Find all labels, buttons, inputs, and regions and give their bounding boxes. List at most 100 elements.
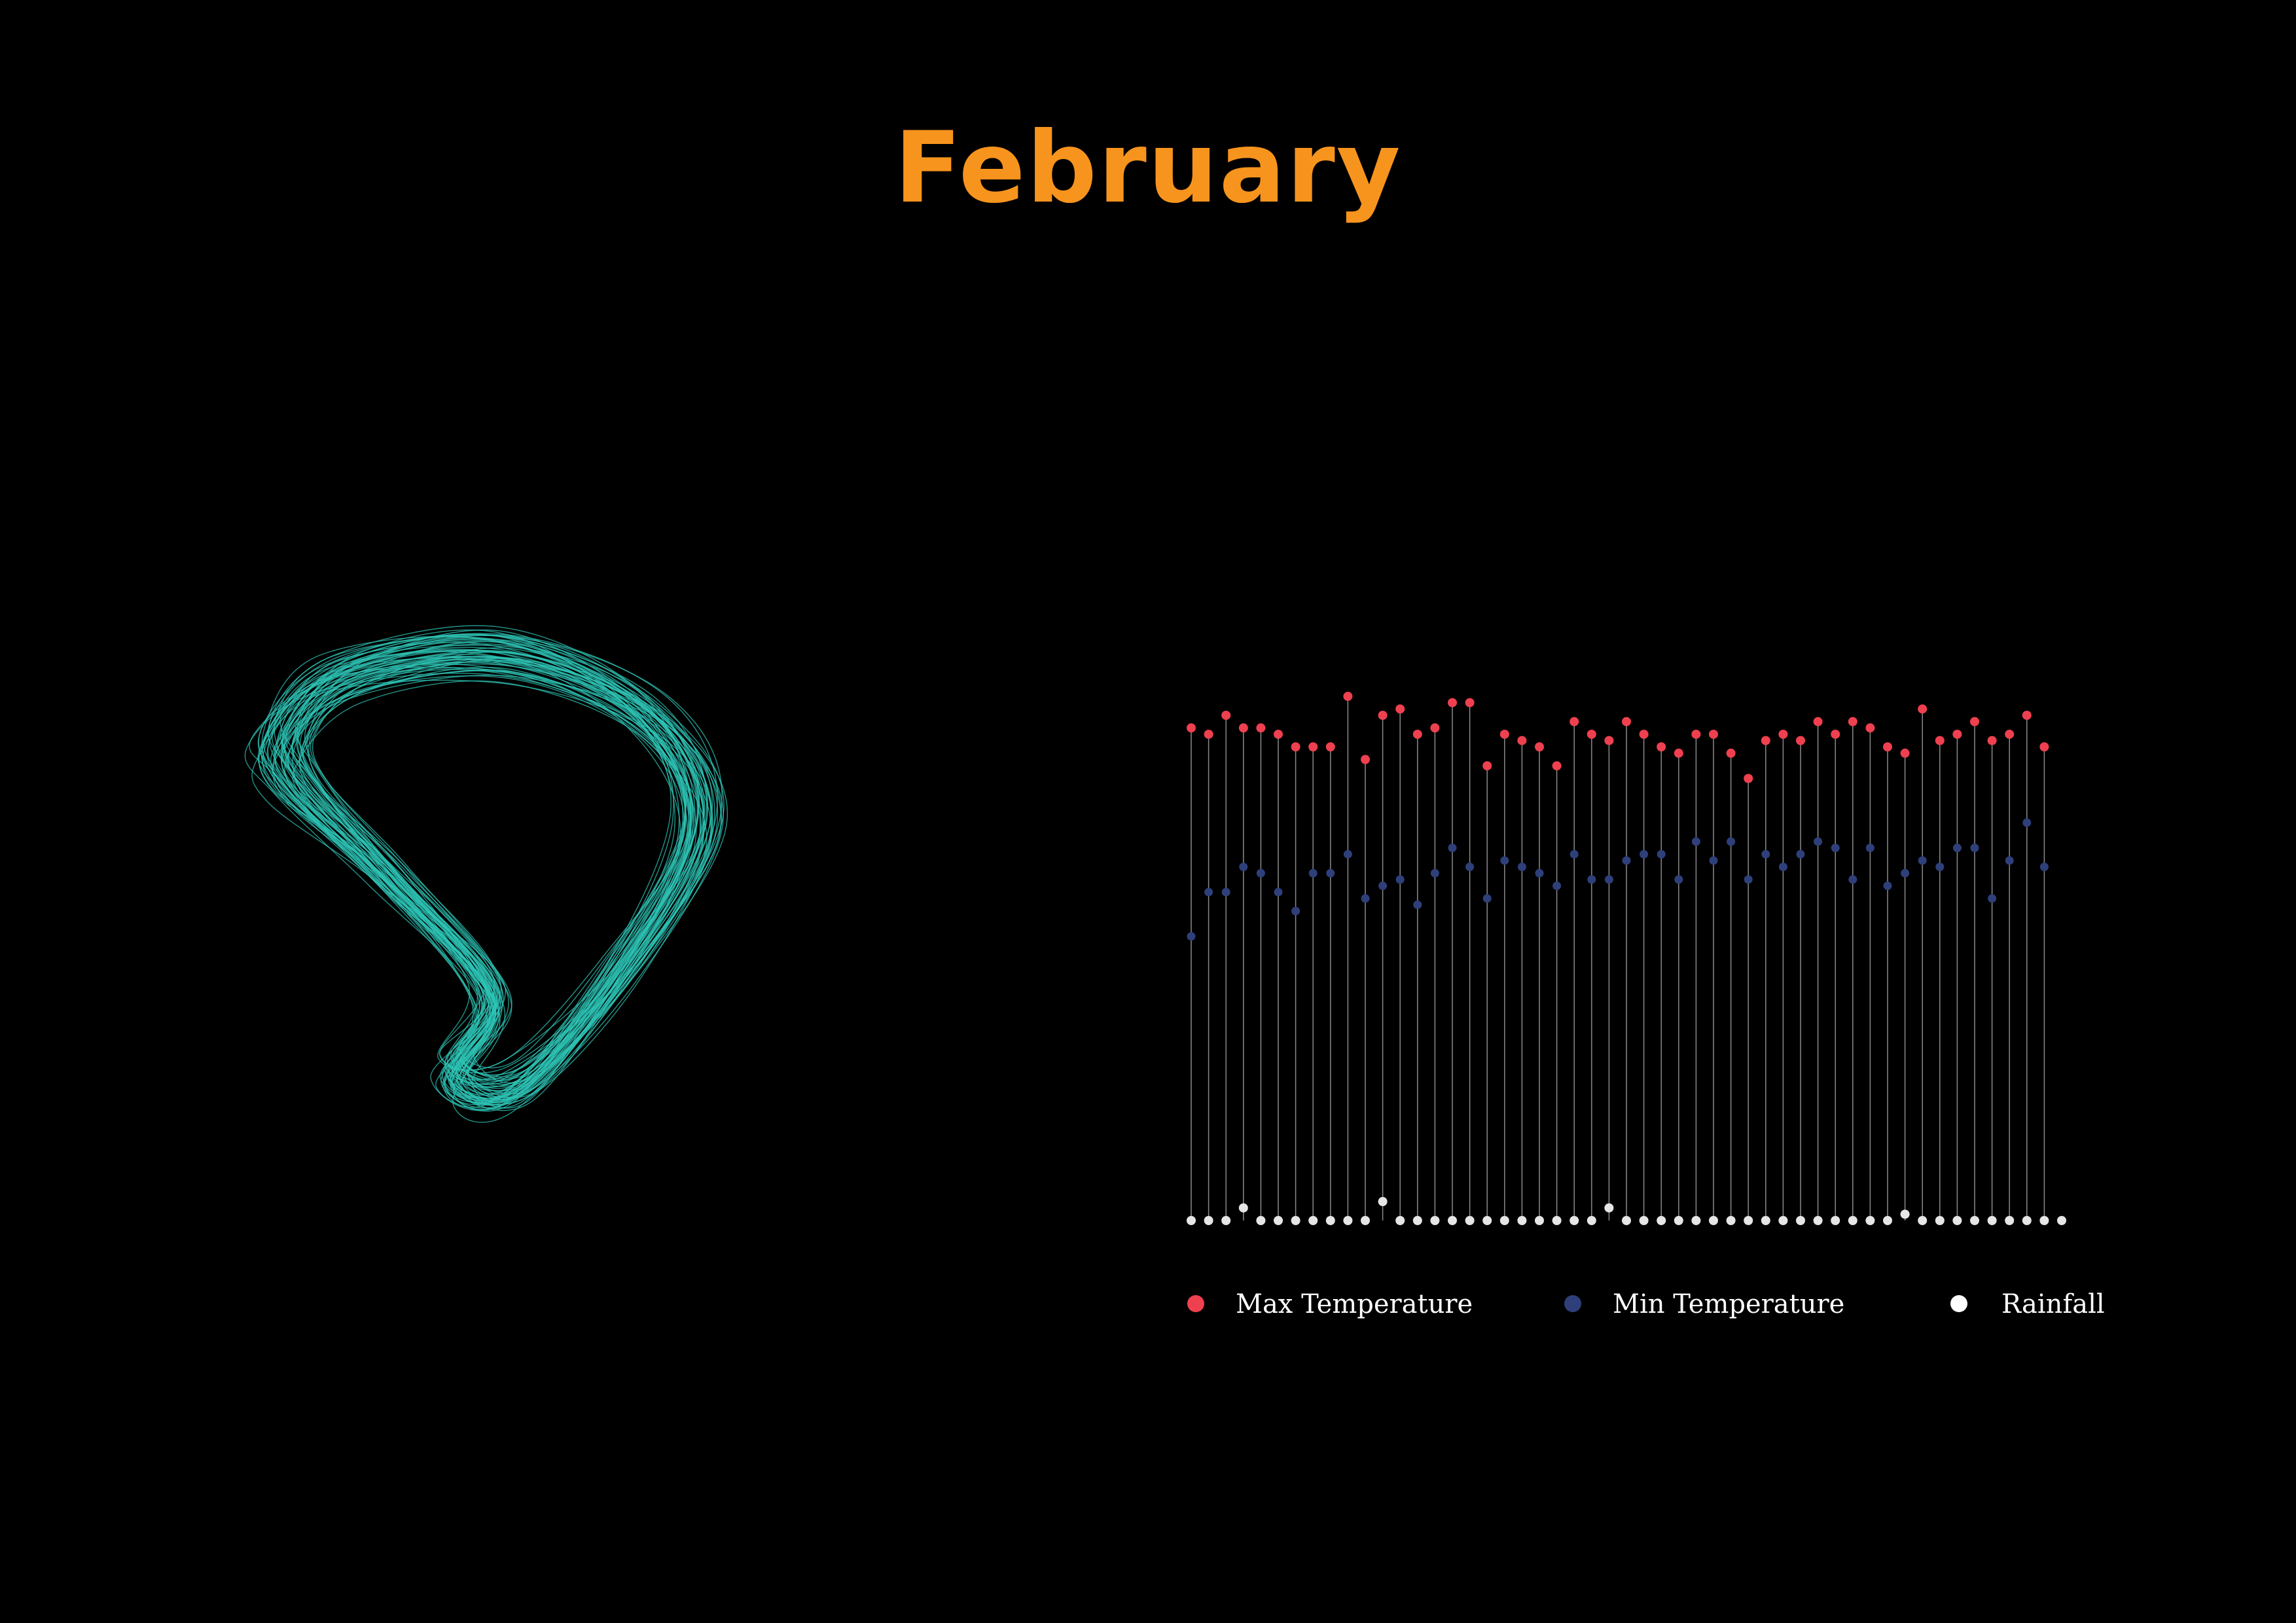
- max-temperature-point: [1604, 736, 1614, 745]
- max-temperature-point: [1361, 755, 1370, 764]
- min-temperature-point: [1865, 844, 1874, 853]
- max-temperature-point: [1221, 711, 1231, 720]
- min-temperature-point: [1274, 887, 1283, 897]
- min-temperature-point: [1935, 863, 1945, 872]
- rainfall-point: [1900, 1209, 1910, 1219]
- min-temperature-point: [1988, 894, 1997, 903]
- min-temperature-point: [1640, 849, 1649, 859]
- min-temperature-point: [1500, 856, 1509, 865]
- max-temperature-point: [2022, 711, 2032, 720]
- loop-plot: [244, 625, 728, 1123]
- rainfall-point: [1657, 1216, 1666, 1225]
- rainfall-point: [1482, 1216, 1492, 1225]
- rainfall-point: [2022, 1216, 2032, 1225]
- max-temperature-point: [1204, 729, 1213, 739]
- max-temperature-point: [2005, 729, 2015, 739]
- legend-swatch-min-temperature: [1564, 1295, 1581, 1312]
- rainfall-point: [1726, 1216, 1736, 1225]
- max-temperature-point: [1552, 761, 1562, 771]
- rainfall-point: [1970, 1216, 1979, 1225]
- loop-curve: [296, 639, 686, 1106]
- max-temperature-point: [1709, 729, 1718, 739]
- rainfall-point: [1291, 1216, 1300, 1225]
- max-temperature-point: [1274, 729, 1283, 739]
- max-temperature-point: [1499, 729, 1509, 739]
- rainfall-point: [2039, 1216, 2049, 1225]
- rainfall-point: [1570, 1216, 1579, 1225]
- min-temperature-point: [1221, 887, 1230, 897]
- max-temperature-point: [1517, 736, 1527, 745]
- min-temperature-point: [1448, 844, 1457, 853]
- min-temperature-point: [1848, 875, 1857, 884]
- max-temperature-point: [1187, 723, 1196, 733]
- rainfall-point: [1256, 1216, 1266, 1225]
- min-temperature-point: [1552, 882, 1562, 891]
- max-temperature-point: [1238, 723, 1248, 733]
- rainfall-point: [1952, 1216, 1962, 1225]
- rainfall-point: [1918, 1216, 1928, 1225]
- min-temperature-point: [1326, 868, 1335, 878]
- max-temperature-point: [1535, 742, 1544, 752]
- min-temperature-point: [1970, 844, 1979, 853]
- max-temperature-point: [1448, 698, 1457, 707]
- max-temperature-point: [1726, 748, 1736, 758]
- max-temperature-point: [1256, 723, 1266, 733]
- max-temperature-point: [1587, 729, 1596, 739]
- max-temperature-point: [1900, 748, 1910, 758]
- min-temperature-point: [2005, 856, 2014, 865]
- marks-group: [1187, 692, 2066, 1225]
- loop-curve: [280, 654, 681, 1084]
- min-temperature-point: [1778, 863, 1787, 872]
- max-temperature-point: [1796, 736, 1805, 745]
- min-temperature-point: [1604, 875, 1613, 884]
- max-temperature-point: [1622, 717, 1631, 726]
- rainfall-point: [1622, 1216, 1631, 1225]
- max-temperature-point: [1883, 742, 1892, 752]
- max-temperature-point: [1343, 692, 1353, 702]
- rainfall-point: [1430, 1216, 1440, 1225]
- rainfall-point: [1639, 1216, 1649, 1225]
- max-temperature-point: [1465, 698, 1475, 707]
- rainfall-point: [1499, 1216, 1509, 1225]
- max-temperature-point: [1744, 774, 1753, 783]
- min-temperature-point: [1709, 856, 1718, 865]
- max-temperature-point: [1970, 717, 1979, 726]
- max-temperature-point: [1813, 717, 1823, 726]
- legend-label-max-temperature: Max Temperature: [1236, 1289, 1473, 1319]
- max-temperature-point: [1761, 736, 1770, 745]
- max-temperature-point: [1378, 711, 1388, 720]
- rainfall-point: [1187, 1216, 1196, 1225]
- max-temperature-point: [1395, 704, 1405, 714]
- max-temperature-point: [1831, 729, 1840, 739]
- rainfall-point: [1674, 1216, 1683, 1225]
- rainfall-point: [1465, 1216, 1475, 1225]
- loop-curve: [263, 641, 705, 1123]
- rainfall-point: [1343, 1216, 1353, 1225]
- legend-swatch-rainfall: [1950, 1295, 1967, 1312]
- rainfall-point: [1552, 1216, 1562, 1225]
- min-temperature-point: [1622, 856, 1631, 865]
- rainfall-point: [1325, 1216, 1335, 1225]
- loop-curve: [298, 669, 687, 1069]
- min-temperature-point: [1691, 837, 1700, 846]
- max-temperature-point: [1291, 742, 1300, 752]
- legend-label-rainfall: Rainfall: [2001, 1289, 2105, 1319]
- rainfall-point: [1935, 1216, 1945, 1225]
- loop-curve: [297, 651, 704, 1085]
- rainfall-point: [1831, 1216, 1840, 1225]
- min-temperature-point: [1883, 882, 1892, 891]
- rainfall-point: [1604, 1203, 1614, 1213]
- rainfall-point: [1412, 1216, 1422, 1225]
- loop-curve: [268, 625, 708, 1101]
- max-temperature-point: [1308, 742, 1318, 752]
- rainfall-point: [1221, 1216, 1231, 1225]
- min-temperature-point: [1361, 894, 1370, 903]
- min-temperature-point: [1413, 901, 1422, 909]
- rainfall-point: [1813, 1216, 1823, 1225]
- rainfall-point: [1987, 1216, 1997, 1225]
- rainfall-point: [1761, 1216, 1770, 1225]
- rainfall-point: [1361, 1216, 1370, 1225]
- max-temperature-point: [1325, 742, 1335, 752]
- rainfall-point: [1448, 1216, 1457, 1225]
